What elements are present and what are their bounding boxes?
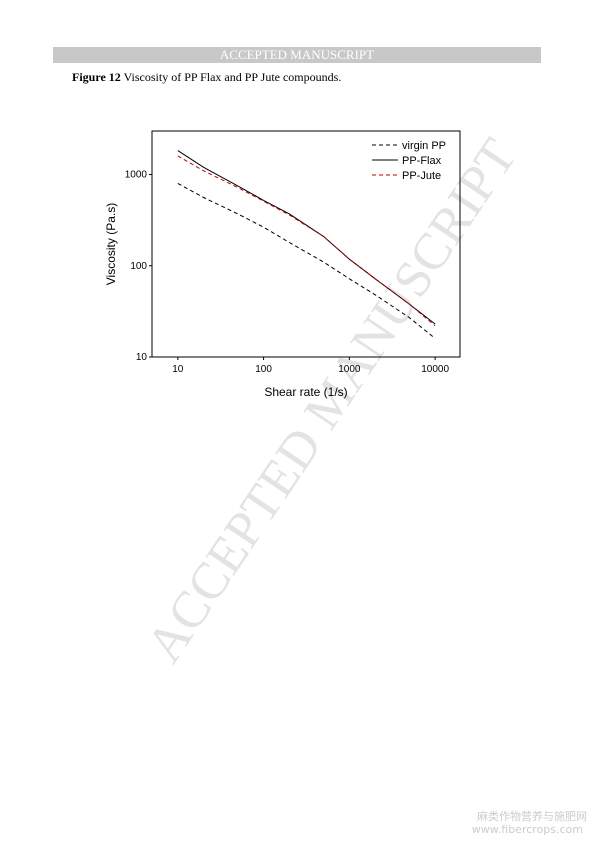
header-banner: ACCEPTED MANUSCRIPT — [53, 47, 541, 63]
series-line — [177, 155, 436, 327]
footer-url: www.fibercrops.com — [471, 823, 583, 836]
y-tick-label: 100 — [130, 261, 147, 272]
x-axis-label: Shear rate (1/s) — [264, 385, 347, 399]
legend-label: virgin PP — [402, 140, 446, 152]
plot-frame — [151, 130, 461, 358]
x-tick-label: 100 — [255, 364, 272, 375]
x-tick-label: 10 — [172, 364, 184, 375]
legend-label: PP-Flax — [402, 155, 442, 167]
x-tick-label: 10000 — [421, 364, 449, 375]
caption-label: Figure 12 — [72, 70, 121, 84]
figure-caption: Figure 12 Viscosity of PP Flax and PP Ju… — [72, 70, 341, 85]
y-tick-label: 1000 — [125, 170, 148, 181]
footer-site-name: 麻类作物营养与施肥网 — [477, 810, 587, 823]
series-line — [177, 182, 436, 339]
y-axis-label: Viscosity (Pa.s) — [104, 203, 118, 285]
caption-text: Viscosity of PP Flax and PP Jute compoun… — [123, 70, 342, 84]
y-tick-label: 10 — [136, 352, 148, 363]
x-tick-label: 1000 — [338, 364, 361, 375]
legend-label: PP-Jute — [402, 170, 441, 182]
